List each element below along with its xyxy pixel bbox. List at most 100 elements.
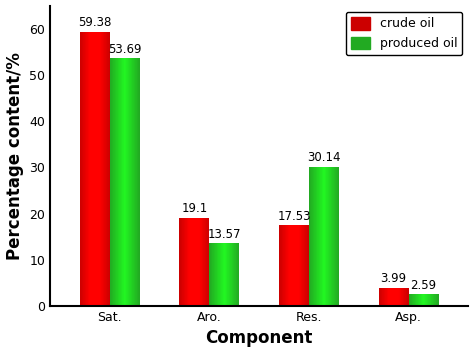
Bar	[401, 288, 402, 306]
Bar	[396, 288, 397, 306]
Bar	[411, 294, 412, 306]
Bar	[393, 288, 394, 306]
Bar	[189, 218, 190, 306]
Bar	[285, 225, 286, 306]
Bar	[192, 218, 193, 306]
Bar	[379, 288, 380, 306]
Bar	[390, 288, 391, 306]
Bar	[232, 243, 233, 306]
Bar	[93, 31, 94, 306]
Bar	[414, 294, 415, 306]
Bar	[96, 31, 97, 306]
Bar	[428, 294, 429, 306]
Bar	[389, 288, 390, 306]
Bar	[238, 243, 239, 306]
Bar	[188, 218, 189, 306]
Bar	[429, 294, 430, 306]
Bar	[383, 288, 384, 306]
Bar	[107, 31, 108, 306]
Bar	[208, 218, 209, 306]
Bar	[335, 167, 336, 306]
Bar	[419, 294, 420, 306]
Bar	[388, 288, 389, 306]
Bar	[114, 58, 115, 306]
Y-axis label: Percentage content/%: Percentage content/%	[6, 52, 24, 260]
Bar	[304, 225, 305, 306]
Bar	[380, 288, 381, 306]
Bar	[297, 225, 298, 306]
Bar	[402, 288, 403, 306]
Bar	[302, 225, 303, 306]
Bar	[384, 288, 385, 306]
Bar	[434, 294, 435, 306]
Bar	[123, 58, 124, 306]
Bar	[288, 225, 289, 306]
Bar	[400, 288, 401, 306]
Bar	[319, 167, 320, 306]
Bar	[213, 243, 214, 306]
Bar	[185, 218, 186, 306]
Bar	[329, 167, 330, 306]
Bar	[88, 31, 89, 306]
Bar	[286, 225, 287, 306]
Bar	[94, 31, 95, 306]
Text: 3.99: 3.99	[381, 272, 407, 285]
Bar	[413, 294, 414, 306]
Bar	[394, 288, 395, 306]
Bar	[331, 167, 332, 306]
Bar	[228, 243, 229, 306]
Bar	[296, 225, 297, 306]
Text: 53.69: 53.69	[108, 42, 141, 55]
Bar	[95, 31, 96, 306]
X-axis label: Component: Component	[206, 329, 313, 347]
Bar	[287, 225, 288, 306]
Bar	[308, 225, 309, 306]
Bar	[127, 58, 128, 306]
Bar	[392, 288, 393, 306]
Text: 59.38: 59.38	[78, 16, 111, 29]
Text: 19.1: 19.1	[182, 202, 208, 215]
Bar	[216, 243, 217, 306]
Bar	[115, 58, 116, 306]
Bar	[282, 225, 283, 306]
Bar	[408, 288, 409, 306]
Bar	[381, 288, 382, 306]
Bar	[133, 58, 134, 306]
Text: 17.53: 17.53	[277, 210, 311, 223]
Text: 30.14: 30.14	[307, 151, 341, 164]
Bar	[138, 58, 139, 306]
Bar	[436, 294, 437, 306]
Bar	[323, 167, 324, 306]
Bar	[410, 294, 411, 306]
Bar	[186, 218, 187, 306]
Bar	[312, 167, 313, 306]
Bar	[103, 31, 104, 306]
Bar	[301, 225, 302, 306]
Legend: crude oil, produced oil: crude oil, produced oil	[346, 12, 462, 55]
Bar	[221, 243, 222, 306]
Bar	[121, 58, 122, 306]
Bar	[126, 58, 127, 306]
Bar	[291, 225, 292, 306]
Bar	[118, 58, 119, 306]
Bar	[279, 225, 280, 306]
Bar	[135, 58, 136, 306]
Bar	[395, 288, 396, 306]
Bar	[311, 167, 312, 306]
Bar	[90, 31, 91, 306]
Bar	[128, 58, 129, 306]
Bar	[130, 58, 131, 306]
Bar	[427, 294, 428, 306]
Bar	[190, 218, 191, 306]
Bar	[132, 58, 133, 306]
Bar	[87, 31, 88, 306]
Bar	[104, 31, 105, 306]
Bar	[139, 58, 140, 306]
Bar	[116, 58, 117, 306]
Bar	[423, 294, 424, 306]
Bar	[334, 167, 335, 306]
Bar	[305, 225, 306, 306]
Bar	[307, 225, 308, 306]
Bar	[83, 31, 84, 306]
Bar	[98, 31, 99, 306]
